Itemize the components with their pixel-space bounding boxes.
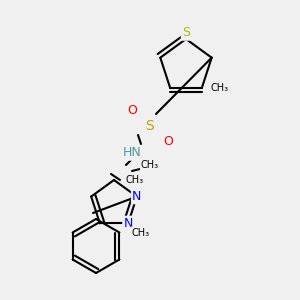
Text: CH₃: CH₃ (211, 83, 229, 93)
Text: N: N (132, 190, 142, 203)
Text: S: S (182, 26, 190, 40)
Text: O: O (127, 104, 137, 118)
Text: CH₃: CH₃ (131, 227, 149, 238)
Text: O: O (163, 134, 173, 148)
Text: S: S (146, 119, 154, 133)
Text: HN: HN (123, 146, 141, 160)
Text: CH₃: CH₃ (126, 175, 144, 185)
Text: N: N (123, 217, 133, 230)
Text: CH₃: CH₃ (141, 160, 159, 170)
